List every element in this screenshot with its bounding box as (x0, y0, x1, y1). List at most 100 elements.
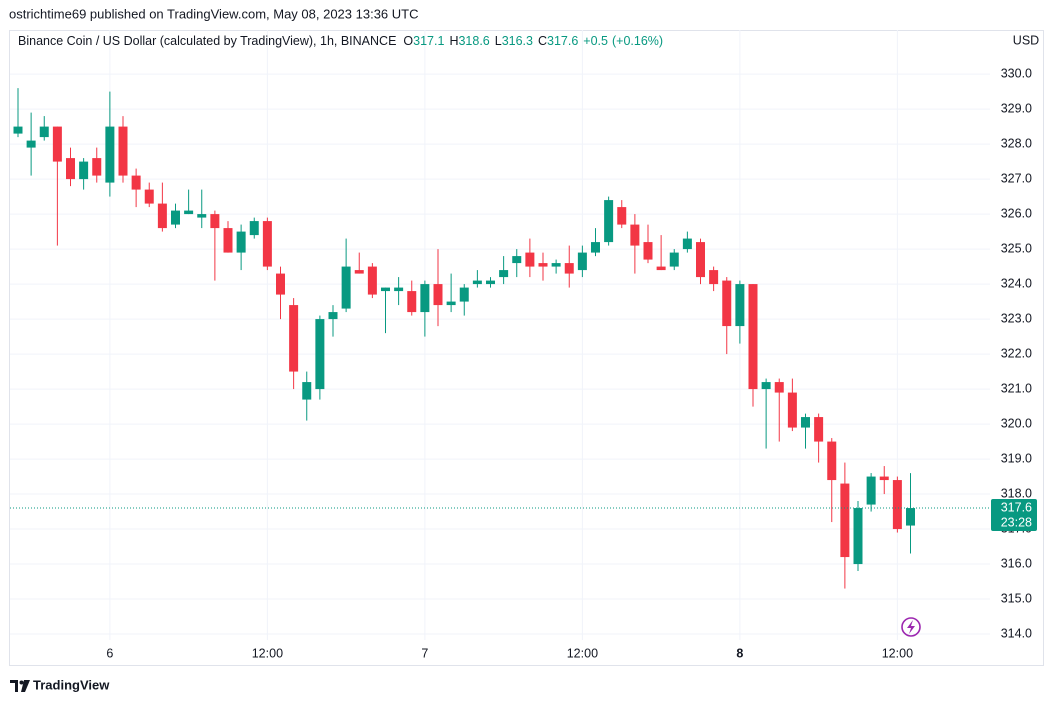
candle-body (52, 126, 62, 162)
y-tick-label: 314.0 (1001, 626, 1032, 640)
candle-body (459, 287, 469, 302)
grid (10, 30, 990, 640)
y-tick-label: 324.0 (1001, 276, 1032, 290)
brand-name: TradingView (33, 677, 110, 692)
y-tick-label: 330.0 (1001, 66, 1032, 80)
candle-body (66, 158, 75, 180)
candle-body (906, 508, 915, 526)
candle-body (210, 214, 220, 229)
y-tick-label: 325.0 (1001, 241, 1032, 255)
x-tick-label: 12:00 (567, 646, 598, 660)
readout-label: H (449, 34, 458, 48)
candle-body (827, 441, 837, 481)
candle-body (394, 287, 404, 292)
candle-body (407, 291, 417, 313)
candle-body (814, 417, 824, 442)
candle-body (13, 126, 23, 134)
candle-body (643, 242, 653, 260)
y-tick-label: 319.0 (1001, 451, 1032, 465)
change: +0.5 (583, 34, 608, 48)
candle-body (564, 263, 574, 274)
candle-body (144, 189, 154, 204)
x-tick-label: 12:00 (882, 646, 913, 660)
candle-body (787, 392, 797, 428)
candle-body (525, 252, 535, 267)
candle-body (840, 483, 850, 558)
y-tick-label: 329.0 (1001, 101, 1032, 115)
published-note: ostrichtime69 published on TradingView.c… (9, 6, 419, 21)
candle-body (446, 301, 456, 306)
candle-body (354, 270, 364, 274)
candle-body (682, 238, 692, 250)
candle-body (118, 126, 128, 176)
candle-body (604, 200, 614, 243)
y-tick-label: 316.0 (1001, 556, 1032, 570)
x-tick-label: 8 (736, 646, 743, 660)
candle-body (630, 224, 640, 246)
readout-value: 318.6 (458, 34, 489, 48)
candle-body (276, 273, 285, 295)
y-tick-label: 320.0 (1001, 416, 1032, 430)
axis-currency: USD (1013, 33, 1039, 47)
candle-body (223, 228, 233, 253)
alert-icon (901, 617, 921, 637)
y-tick-label: 321.0 (1001, 381, 1032, 395)
candle-body (249, 221, 259, 236)
candle-body (26, 140, 36, 148)
chart-frame (9, 30, 1044, 666)
change-percent: (+0.16%) (612, 34, 663, 48)
candle-body (171, 210, 180, 225)
candle-body (262, 221, 272, 267)
y-tick-label: 323.0 (1001, 311, 1032, 325)
chart-title-row: Binance Coin / US Dollar (calculated by … (18, 34, 663, 48)
candle-body (315, 319, 325, 390)
candle-body (709, 270, 719, 285)
y-tick-label: 322.0 (1001, 346, 1032, 360)
candle-body (433, 284, 443, 306)
candle-body (328, 312, 338, 320)
x-tick-label: 12:00 (252, 646, 283, 660)
candle-body (866, 476, 876, 505)
candle-body (696, 242, 705, 278)
candle-body (420, 284, 430, 313)
candle-body (499, 270, 509, 278)
candle-body (131, 175, 141, 190)
candle-body (735, 284, 745, 327)
x-tick-label: 7 (421, 646, 428, 660)
labels: 314.0315.0316.0317.0318.0319.0320.0321.0… (10, 66, 1037, 660)
candle-body (105, 126, 115, 183)
y-tick-label: 327.0 (1001, 171, 1032, 185)
candle-body (761, 382, 771, 390)
candle-body (197, 214, 207, 218)
readout-label: L (495, 34, 502, 48)
candle-body (157, 203, 167, 229)
candle-body (184, 210, 194, 215)
chart-title: Binance Coin / US Dollar (calculated by … (18, 34, 396, 48)
candle-body (656, 266, 666, 271)
candles (13, 88, 915, 589)
candle-body (748, 284, 758, 390)
readout-value: 317.6 (547, 34, 578, 48)
candle-body (774, 382, 784, 393)
candle-body (302, 382, 312, 400)
readout-value: 317.1 (413, 34, 444, 48)
brand-logo (10, 680, 30, 692)
y-tick-label: 326.0 (1001, 206, 1032, 220)
candle-body (879, 476, 889, 481)
candle-body (512, 256, 522, 264)
candle-body (551, 263, 561, 267)
candle-body (617, 207, 627, 225)
candle-body (236, 231, 246, 253)
last-price-badge (991, 499, 1037, 532)
candle-body (853, 508, 863, 565)
y-tick-label: 318.0 (1001, 486, 1032, 500)
candle-body (486, 280, 495, 285)
y-tick-label: 315.0 (1001, 591, 1032, 605)
candle-body (92, 158, 102, 176)
candle-body (591, 242, 600, 253)
candle-body (577, 252, 587, 271)
y-tick-label: 328.0 (1001, 136, 1032, 150)
candle-body (472, 280, 482, 285)
